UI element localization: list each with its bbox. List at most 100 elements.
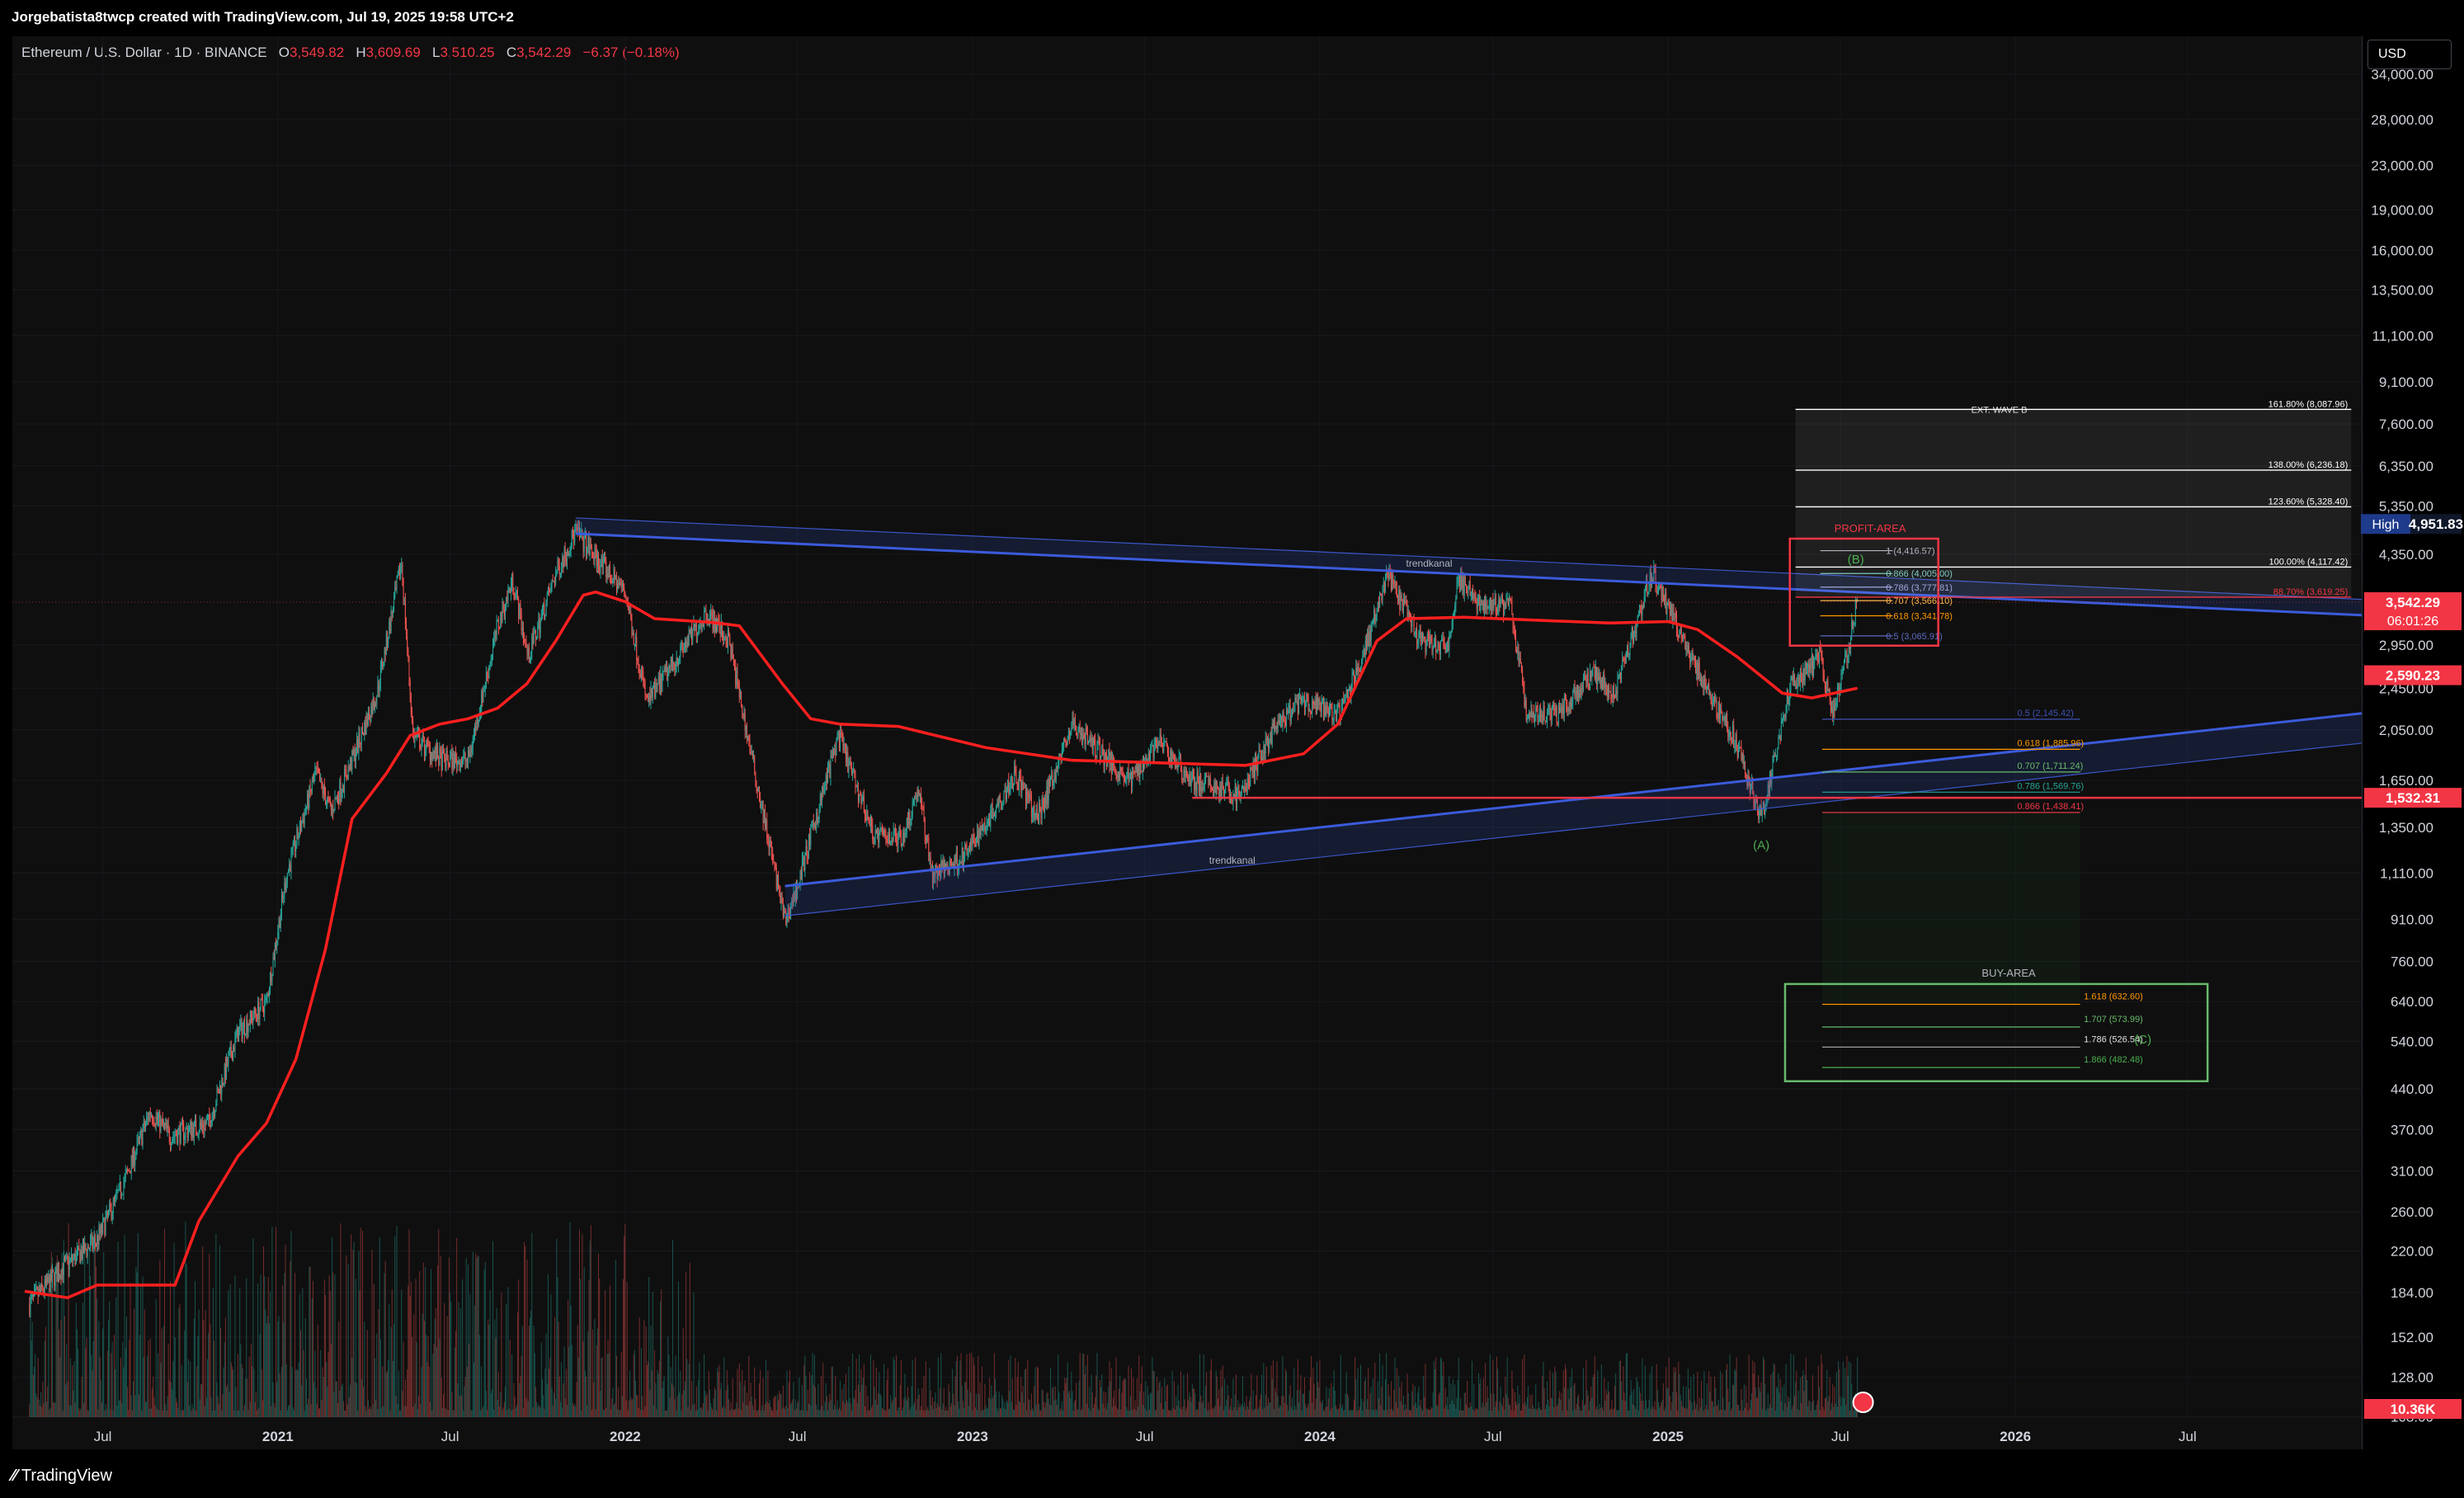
candle-body — [1361, 659, 1363, 667]
candle-body — [108, 1210, 110, 1216]
candle-body — [995, 810, 996, 817]
candle-body — [1376, 610, 1378, 621]
volume-bar — [329, 1290, 331, 1417]
volume-bar — [1012, 1409, 1014, 1417]
volume-bar — [187, 1359, 189, 1417]
candle-body — [1263, 746, 1265, 761]
volume-bar — [276, 1382, 278, 1417]
candle-body — [230, 1046, 232, 1056]
candle-body — [1289, 705, 1290, 709]
volume-bar — [610, 1409, 612, 1417]
volume-bar — [1508, 1404, 1510, 1417]
symbol-name[interactable]: Ethereum / U.S. Dollar · 1D · BINANCE — [21, 45, 267, 60]
candle-body — [1294, 697, 1296, 709]
volume-bar — [168, 1380, 170, 1417]
candle-body — [166, 1123, 167, 1129]
volume-bar — [1032, 1408, 1034, 1417]
volume-bar — [598, 1253, 600, 1417]
candle-body — [163, 1123, 164, 1125]
candle-body — [955, 851, 957, 863]
volume-bar — [190, 1361, 191, 1417]
candle-body — [1549, 705, 1551, 716]
volume-bar — [855, 1359, 857, 1417]
volume-bar — [1348, 1397, 1350, 1417]
volume-bar — [211, 1410, 213, 1417]
candle-body — [555, 572, 557, 584]
candle-body — [209, 1114, 210, 1119]
candle-body — [241, 1020, 243, 1039]
candle-body — [936, 870, 938, 879]
candle-body — [1432, 648, 1434, 651]
volume-bar — [874, 1387, 875, 1417]
candle-body — [992, 803, 993, 819]
volume-bar — [683, 1390, 685, 1417]
volume-bar — [965, 1382, 967, 1417]
candle-body — [946, 864, 948, 869]
candle-body — [699, 624, 700, 633]
volume-bar — [483, 1269, 485, 1417]
volume-bar — [1082, 1353, 1084, 1417]
candle-body — [685, 641, 687, 648]
candle-body — [65, 1257, 67, 1260]
candle-body — [425, 751, 426, 754]
volume-bar — [226, 1387, 228, 1417]
candle-body — [1030, 796, 1032, 817]
candle-body — [781, 896, 783, 903]
volume-bar — [230, 1362, 232, 1417]
candle-body — [587, 538, 589, 548]
candle-body — [726, 641, 728, 648]
candle-body — [1097, 740, 1099, 742]
candle-body — [1312, 700, 1314, 704]
candle-body — [73, 1253, 75, 1258]
candle-body — [544, 614, 546, 619]
candle-body — [1209, 778, 1211, 785]
volume-bar — [1497, 1368, 1499, 1417]
price-axis[interactable] — [2362, 36, 2464, 1449]
candle-body — [1073, 719, 1075, 725]
volume-bar — [586, 1376, 587, 1417]
candle-body — [973, 836, 974, 841]
volume-bar — [208, 1332, 210, 1417]
volume-bar — [1289, 1385, 1291, 1417]
candle-body — [1094, 737, 1095, 740]
candle-body — [144, 1124, 146, 1128]
volume-bar — [1121, 1392, 1123, 1417]
volume-bar — [48, 1288, 49, 1417]
volume-bar — [186, 1382, 188, 1417]
candle-body — [1100, 756, 1102, 762]
volume-bar — [815, 1387, 817, 1417]
volume-bar — [830, 1400, 832, 1417]
candle-body — [370, 705, 372, 722]
volume-bar — [566, 1405, 568, 1417]
volume-bar — [1449, 1404, 1451, 1417]
volume-bar — [216, 1382, 218, 1417]
volume-bar — [358, 1251, 360, 1417]
volume-bar — [1011, 1378, 1013, 1417]
candle-body — [214, 1110, 216, 1116]
candle-body — [1142, 760, 1143, 772]
volume-bar — [1453, 1404, 1455, 1417]
volume-bar — [1445, 1405, 1447, 1417]
volume-bar — [1518, 1403, 1519, 1417]
volume-bar — [973, 1357, 974, 1417]
candle-body — [1269, 742, 1270, 749]
volume-bar — [62, 1410, 64, 1417]
candle-body — [744, 713, 746, 732]
candle-body — [1256, 764, 1258, 773]
volume-bar — [832, 1410, 834, 1417]
volume-bar — [429, 1401, 431, 1417]
volume-bar — [169, 1281, 171, 1417]
price-tick-label: 152.00 — [2391, 1330, 2433, 1345]
candle-body — [1369, 630, 1371, 641]
candle-body — [112, 1199, 114, 1213]
volume-bar — [742, 1402, 744, 1417]
candle-body — [97, 1236, 99, 1245]
volume-bar — [700, 1407, 702, 1417]
candle-body — [1182, 778, 1184, 780]
volume-bar — [64, 1316, 65, 1417]
volume-bar — [602, 1409, 604, 1417]
volume-bar — [899, 1385, 901, 1417]
candle-body — [1045, 795, 1047, 805]
candle-body — [724, 636, 726, 638]
currency-button[interactable]: USD — [2367, 40, 2452, 69]
